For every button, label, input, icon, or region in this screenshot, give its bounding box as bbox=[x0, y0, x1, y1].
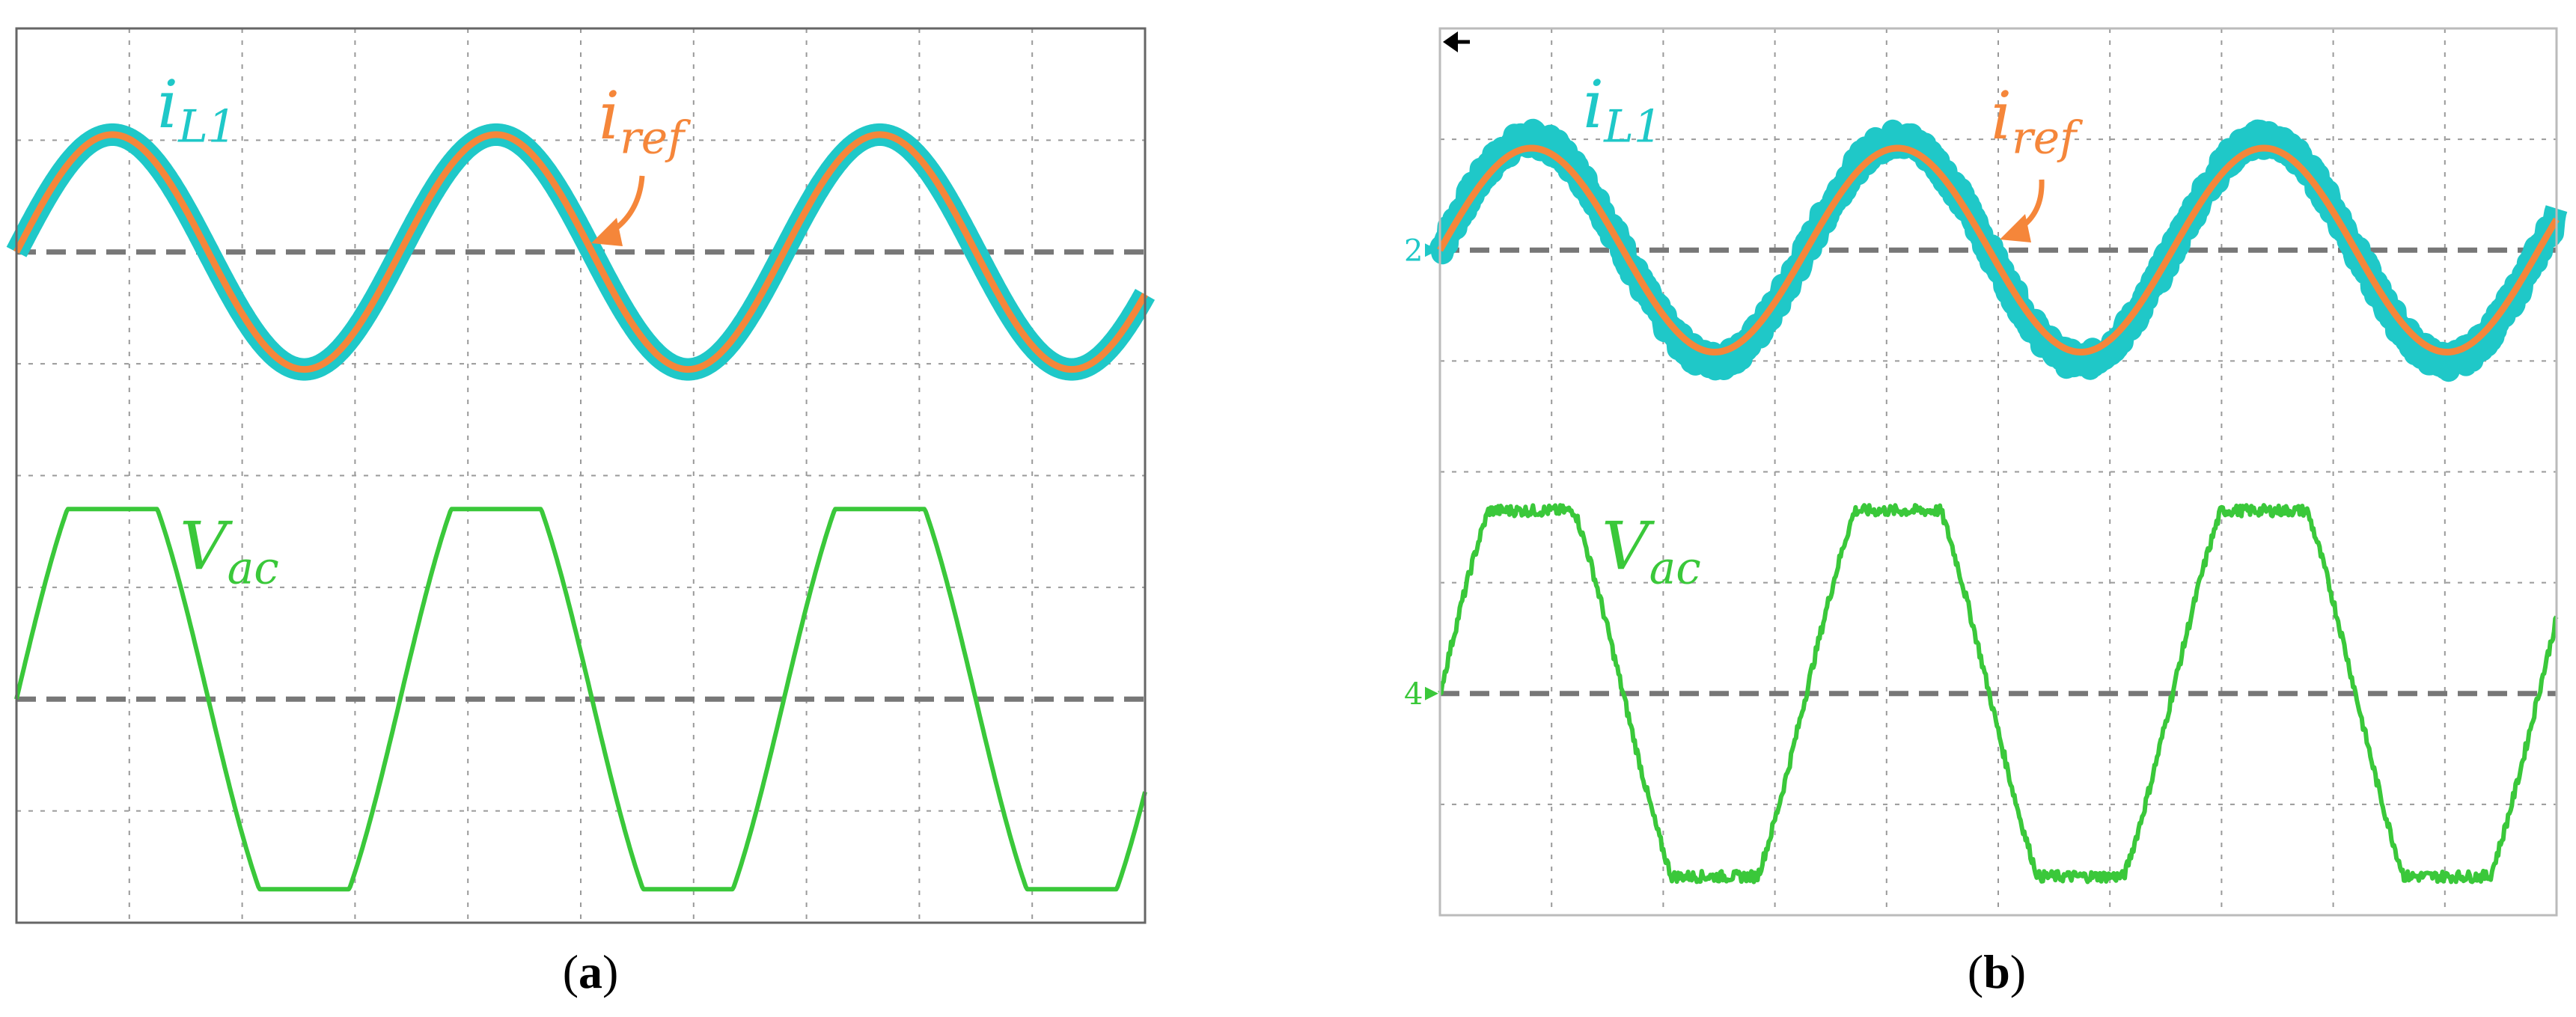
series-line-V-ac bbox=[1438, 503, 2559, 885]
caption-b: (b) bbox=[1967, 945, 2027, 998]
series-label-i-L1: iL1 bbox=[1583, 66, 1662, 153]
panel-b-oscilloscope: iL1 iref Vac 2 4 bbox=[1404, 27, 2568, 917]
grid bbox=[1440, 28, 2557, 915]
channel-marker-arrow bbox=[1425, 686, 1438, 700]
series-line-i-ref bbox=[13, 131, 1148, 373]
channel-marker-4: 4 bbox=[1404, 677, 1423, 712]
series-label-i-ref: iref bbox=[599, 77, 691, 164]
panel-a-oscilloscope: iL1 iref Vac bbox=[6, 27, 1156, 924]
channel-marker-arrow bbox=[1425, 243, 1438, 257]
grid bbox=[16, 28, 1145, 923]
series-label-i-L1: iL1 bbox=[157, 66, 236, 153]
plot-frame bbox=[1438, 27, 2558, 917]
series-line-i-ref bbox=[1437, 144, 2560, 355]
series-label-V-ac: Vac bbox=[180, 507, 279, 594]
series-line-V-ac bbox=[14, 507, 1147, 892]
annotation-arrowhead bbox=[2000, 214, 2031, 242]
caption-a: (a) bbox=[562, 945, 619, 998]
series-label-V-ac: Vac bbox=[1602, 507, 1701, 594]
trigger-marker-icon bbox=[1443, 31, 1458, 52]
series-label-i-ref: iref bbox=[1991, 77, 2083, 164]
channel-marker-2: 2 bbox=[1404, 233, 1423, 268]
plot-frame bbox=[15, 27, 1147, 924]
annotation-arrowhead bbox=[591, 218, 623, 246]
